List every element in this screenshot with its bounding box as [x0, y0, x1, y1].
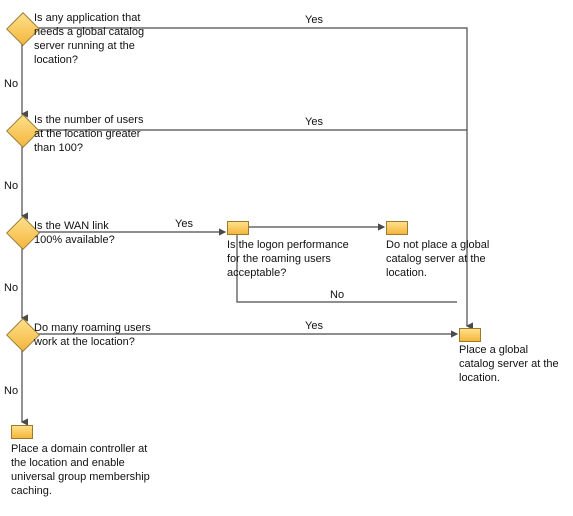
process-place-gc-text: Place a global catalog server at the loc… [459, 343, 559, 385]
decision-roaming-users-text: Do many roaming users work at the locati… [34, 321, 164, 349]
edge-label: Yes [305, 14, 323, 27]
process-logon-performance-text: Is the logon performance for the roaming… [227, 238, 357, 280]
edge-label: Yes [175, 218, 193, 231]
edge-label: No [330, 289, 344, 302]
process-do-not-place-gc-text: Do not place a global catalog server at … [386, 238, 496, 280]
edge-label: Yes [305, 320, 323, 333]
decision-application-needs-gc-text: Is any application that needs a global c… [34, 11, 154, 67]
process-place-gc [459, 328, 481, 342]
edge-label: No [4, 78, 18, 91]
process-do-not-place-gc [386, 221, 408, 235]
edge-label: No [4, 180, 18, 193]
process-place-dc-caching [11, 425, 33, 439]
edge-label: No [4, 385, 18, 398]
process-logon-performance [227, 221, 249, 235]
decision-wan-available-text: Is the WAN link 100% available? [34, 219, 134, 247]
process-place-dc-caching-text: Place a domain controller at the locatio… [11, 442, 156, 498]
decision-users-greater-100-text: Is the number of users at the location g… [34, 113, 144, 155]
edge-label: No [4, 282, 18, 295]
edge-label: Yes [305, 116, 323, 129]
